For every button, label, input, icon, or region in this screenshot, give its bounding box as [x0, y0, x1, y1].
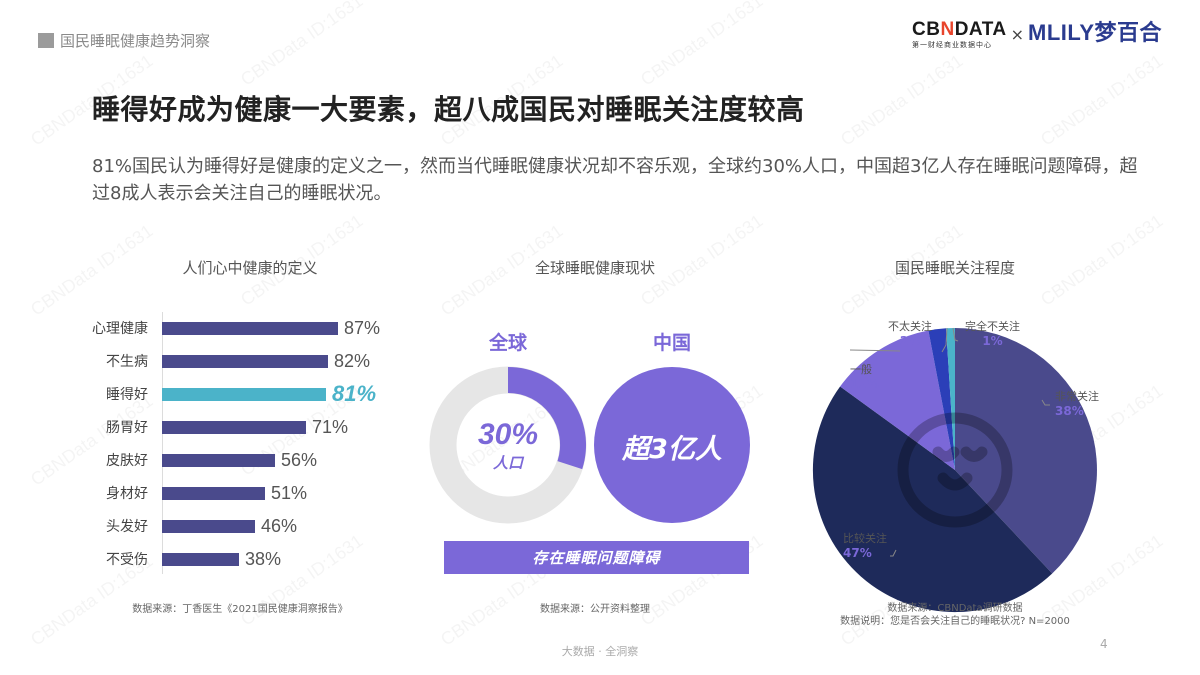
- footer-slogan: 大数据 · 全洞察: [561, 645, 639, 658]
- bar-highlight: [162, 387, 326, 401]
- chart-title-health-definition: 人们心中健康的定义: [182, 259, 318, 277]
- sleeping-face-icon: [897, 412, 1013, 528]
- pie-label-little-concerned: 不太关注 2%: [888, 320, 932, 348]
- pie-chart-source: 数据来源：CBNData调研数据 数据说明：您是否会关注自己的睡眠状况? N=2…: [840, 603, 1070, 627]
- global-chart-source: 数据来源：公开资料整理: [540, 604, 650, 615]
- cbndata-logo: CBNDATA 第一财经商业数据中心: [912, 19, 1007, 50]
- region-label-china: 中国: [652, 332, 691, 354]
- pie-label-not-concerned: 完全不关注 1%: [965, 320, 1020, 348]
- pie-label-fairly-concerned: 比较关注 47%: [843, 532, 887, 560]
- cbndata-logo-subtitle: 第一财经商业数据中心: [912, 41, 992, 49]
- bar: [162, 321, 338, 335]
- bar-row: 不生病 82%: [106, 350, 371, 371]
- bar-row: 身材好 51%: [106, 482, 308, 503]
- bar-chart-axis: [162, 312, 163, 574]
- bar-row: 头发好 46%: [106, 515, 298, 536]
- page-number: 4: [1100, 637, 1108, 651]
- mlily-logo: MLILY梦百合: [1028, 20, 1163, 45]
- bar: [162, 420, 306, 434]
- china-circle-label: 超3亿人: [622, 434, 722, 465]
- section-square-icon: [38, 33, 54, 48]
- logo-separator: ×: [1010, 25, 1025, 44]
- donut-sublabel: 人口: [492, 454, 523, 472]
- bar: [162, 519, 255, 533]
- bar: [162, 486, 265, 500]
- pie-leader-lines: [849, 327, 1050, 557]
- pie-label-very-concerned: 非常关注 38%: [1055, 390, 1099, 418]
- bar: [162, 354, 328, 368]
- donut-center-label: 30% 人口: [458, 418, 558, 473]
- sleep-problem-banner: 存在睡眠问题障碍: [444, 541, 749, 574]
- chart-title-sleep-attention: 国民睡眠关注程度: [894, 259, 1015, 277]
- donut-segment-30pct: [508, 367, 587, 470]
- bar: [162, 552, 239, 566]
- china-circle: [594, 367, 750, 523]
- bar: [162, 453, 275, 467]
- bar-chart: 心理健康 87% 不生病 82% 睡得好 81% 肠胃好 71% 皮肤好 56%…: [12, 312, 412, 574]
- pie-slice-fairly-concerned: [812, 386, 1053, 613]
- bar-row-highlight: 睡得好 81%: [106, 381, 377, 406]
- section-tag: 国民睡眠健康趋势洞察: [38, 30, 210, 51]
- pie-slice-little-concerned: [928, 328, 955, 470]
- bar-row: 心理健康 87%: [92, 317, 381, 338]
- page-title: 睡得好成为健康一大要素，超八成国民对睡眠关注度较高: [92, 93, 805, 126]
- section-tag-text: 国民睡眠健康趋势洞察: [60, 32, 211, 50]
- bar-row: 肠胃好 71%: [106, 416, 349, 437]
- page-subtitle: 81%国民认为睡得好是健康的定义之一，然而当代睡眠健康状况却不容乐观，全球约30…: [92, 156, 1138, 204]
- logo-area: CBNDATA 第一财经商业数据中心 × MLILY梦百合: [912, 20, 1162, 50]
- region-label-global: 全球: [488, 332, 527, 354]
- pie-label-neutral: 一般 12%: [850, 363, 879, 391]
- pie-slice-not-concerned: [946, 328, 955, 470]
- bar-chart-source: 数据来源：丁香医生《2021国民健康洞察报告》: [132, 604, 348, 615]
- donut-percentage: 30%: [477, 418, 539, 451]
- bar-row: 皮肤好 56%: [106, 449, 318, 470]
- bar-row: 不受伤 38%: [106, 548, 282, 569]
- pie-slice-very-concerned: [955, 328, 1097, 574]
- pie-slice-neutral: [840, 330, 955, 470]
- chart-title-global-sleep: 全球睡眠健康现状: [534, 259, 655, 277]
